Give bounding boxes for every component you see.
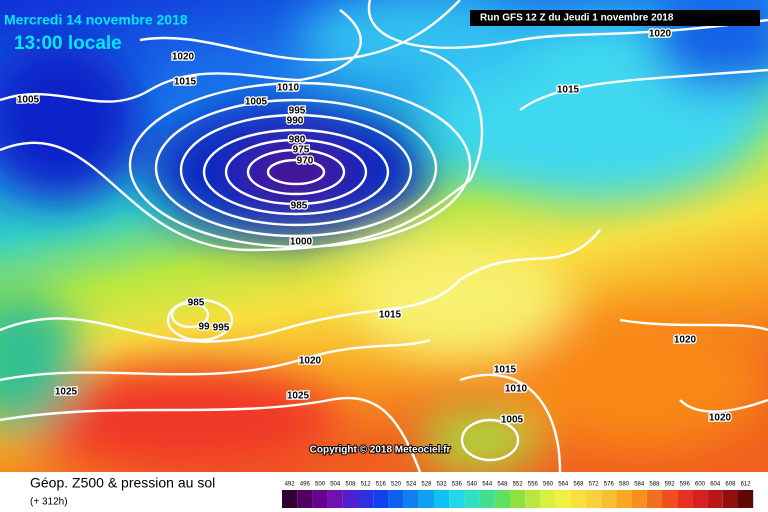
legend-swatch — [707, 490, 723, 508]
legend-label: 508 — [345, 482, 356, 488]
run-label: Run GFS 12 Z du Jeudi 1 novembre 2018 — [480, 13, 674, 24]
legend-swatch — [282, 490, 298, 508]
legend-swatch — [525, 490, 541, 508]
legend-label: 612 — [741, 482, 752, 488]
legend-swatch — [601, 490, 617, 508]
isobar-label: 1015 — [174, 77, 197, 88]
legend-label: 584 — [634, 482, 645, 488]
isobars — [0, 0, 768, 472]
isobar-label: 1005 — [245, 97, 268, 108]
isobar-label: 995 — [213, 323, 230, 334]
legend-label: 564 — [558, 482, 569, 488]
isobar-label: 1000 — [290, 237, 313, 248]
legend-swatch — [738, 490, 754, 508]
legend-swatch — [479, 490, 495, 508]
isobar-label: 1025 — [55, 387, 78, 398]
legend-label: 500 — [315, 482, 326, 488]
isobar-label: 1020 — [172, 52, 195, 63]
legend-label: 544 — [482, 482, 493, 488]
legend-label: 496 — [300, 482, 311, 488]
isobar-label: 985 — [188, 298, 205, 309]
legend-label: 512 — [361, 482, 372, 488]
isobar-label: 1015 — [557, 85, 580, 96]
isobar-label: 1020 — [674, 335, 697, 346]
legend-label: 608 — [725, 482, 736, 488]
legend-swatch — [388, 490, 404, 508]
isobar-label: 1010 — [277, 83, 300, 94]
isobar-label: 1020 — [299, 356, 322, 367]
footer-title: Géop. Z500 & pression au sol — [30, 475, 215, 491]
legend-swatch — [631, 490, 647, 508]
isobar-label: 990 — [287, 116, 304, 127]
isobar-label: 1015 — [379, 310, 402, 321]
legend-label: 600 — [695, 482, 706, 488]
legend-label: 536 — [452, 482, 463, 488]
legend-label: 580 — [619, 482, 630, 488]
isobar-label: 1020 — [709, 413, 732, 424]
copyright: Copyright © 2018 Meteociel.fr — [310, 445, 451, 456]
footer-lead: (+ 312h) — [30, 497, 68, 508]
legend-swatch — [662, 490, 678, 508]
isobar-label: 1020 — [649, 29, 672, 40]
legend-swatch — [586, 490, 602, 508]
isobar-label: 975 — [293, 145, 310, 156]
legend-swatch — [722, 490, 738, 508]
legend-swatch — [312, 490, 328, 508]
legend-swatch — [677, 490, 693, 508]
legend-swatch — [540, 490, 556, 508]
time-label: 13:00 locale — [14, 33, 122, 54]
legend-label: 568 — [573, 482, 584, 488]
legend-swatch — [692, 490, 708, 508]
isobar-label: 1005 — [17, 95, 40, 106]
legend-label: 572 — [589, 482, 600, 488]
legend-swatch — [373, 490, 389, 508]
run-box — [470, 10, 760, 26]
legend-swatch — [342, 490, 358, 508]
legend-label: 548 — [497, 482, 508, 488]
isobar-label: 99 — [198, 322, 210, 333]
legend-label: 596 — [680, 482, 691, 488]
isobar-label: 970 — [297, 156, 314, 167]
legend-label: 528 — [421, 482, 432, 488]
legend-label: 520 — [391, 482, 402, 488]
isobar-label: 995 — [289, 106, 306, 117]
legend-label: 592 — [665, 482, 676, 488]
legend-label: 504 — [330, 482, 341, 488]
legend-label: 576 — [604, 482, 615, 488]
legend-label: 604 — [710, 482, 721, 488]
legend-swatch — [616, 490, 632, 508]
isobar-label: 1010 — [505, 384, 528, 395]
legend-swatch — [434, 490, 450, 508]
legend-swatch — [403, 490, 419, 508]
legend-label: 552 — [513, 482, 524, 488]
legend-swatch — [494, 490, 510, 508]
legend-swatch — [449, 490, 465, 508]
legend-swatch — [327, 490, 343, 508]
legend-label: 588 — [649, 482, 660, 488]
legend-swatch — [358, 490, 374, 508]
legend-label: 540 — [467, 482, 478, 488]
legend-label: 532 — [437, 482, 448, 488]
legend-label: 492 — [285, 482, 296, 488]
isobar-label: 1025 — [287, 391, 310, 402]
legend-label: 560 — [543, 482, 554, 488]
date-label: Mercredi 14 novembre 2018 — [4, 12, 188, 28]
legend-swatch — [510, 490, 526, 508]
legend-swatch — [464, 490, 480, 508]
legend-swatch — [646, 490, 662, 508]
legend-swatch — [570, 490, 586, 508]
legend-swatch — [418, 490, 434, 508]
isobar-label: 1015 — [494, 365, 517, 376]
legend-label: 524 — [406, 482, 417, 488]
legend-label: 516 — [376, 482, 387, 488]
legend-swatch — [297, 490, 313, 508]
isobar-label: 980 — [289, 135, 306, 146]
legend-label: 556 — [528, 482, 539, 488]
isobar-label: 985 — [291, 201, 308, 212]
legend-swatch — [555, 490, 571, 508]
isobar-label: 1005 — [501, 415, 524, 426]
